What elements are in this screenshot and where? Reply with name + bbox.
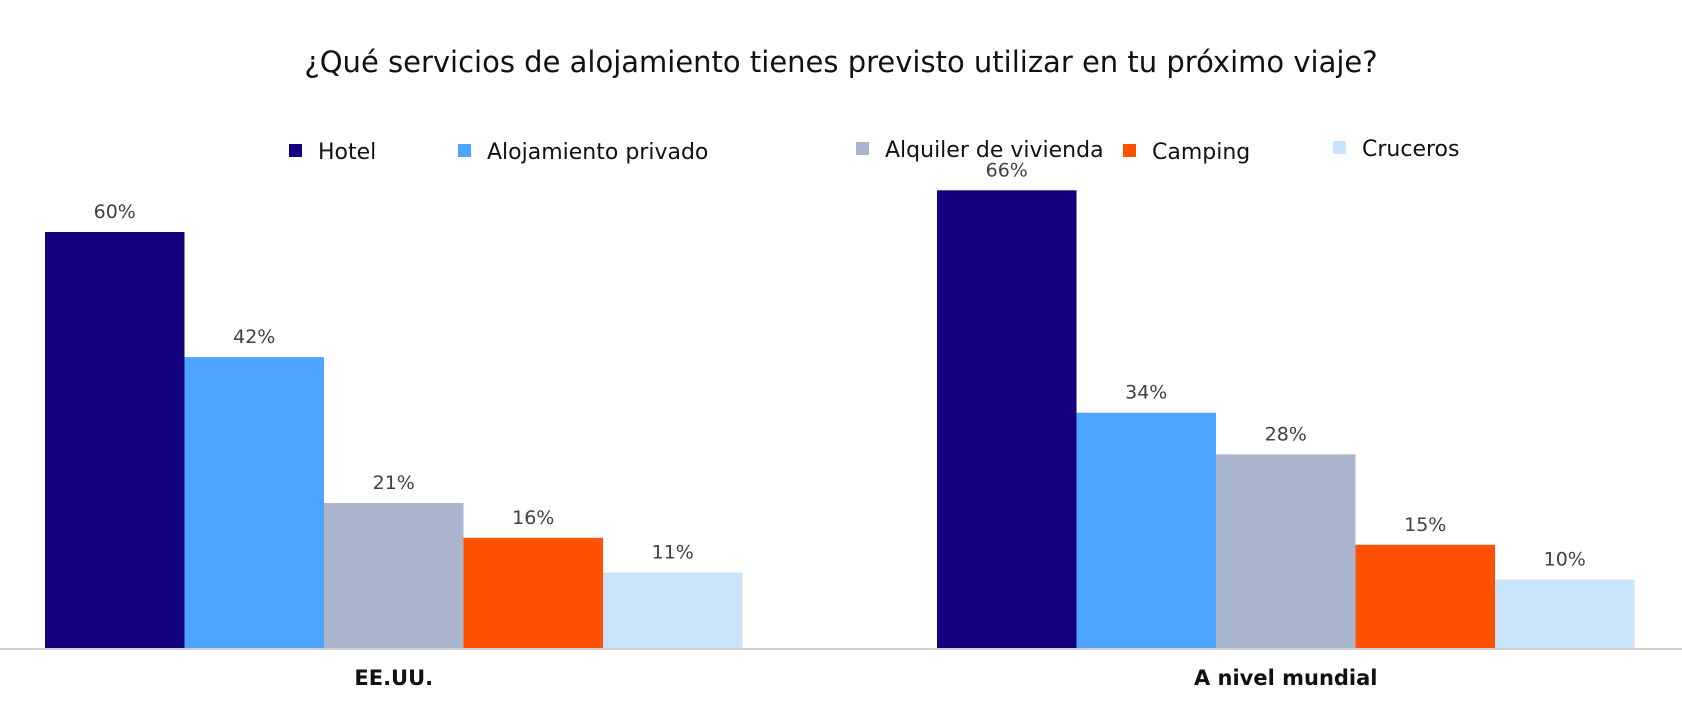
value-label: 60% xyxy=(94,201,136,223)
legend-label: Cruceros xyxy=(1362,137,1459,162)
legend-swatch xyxy=(856,142,869,155)
category-labels: EE.UU. A nivel mundial xyxy=(354,666,1377,690)
bars xyxy=(45,190,1635,650)
value-labels: 60% 42% 21% 16% 11% 66% 34% 28% 15% 10% xyxy=(94,159,1586,570)
value-label: 42% xyxy=(233,326,275,348)
value-label: 34% xyxy=(1125,382,1167,404)
legend-item: Alojamiento privado xyxy=(458,140,708,165)
category-label: A nivel mundial xyxy=(1194,666,1378,690)
legend-label: Hotel xyxy=(318,140,376,165)
bar xyxy=(603,572,743,649)
bar xyxy=(184,357,324,649)
legend-item: Camping xyxy=(1123,140,1250,165)
value-label: 28% xyxy=(1265,423,1307,445)
legend-swatch xyxy=(458,144,471,157)
category-label: EE.UU. xyxy=(354,666,433,690)
bar xyxy=(937,190,1077,650)
legend-label: Alojamiento privado xyxy=(487,140,708,165)
bar xyxy=(324,503,464,649)
value-label: 66% xyxy=(986,159,1028,181)
legend-label: Alquiler de vivienda xyxy=(885,138,1104,163)
legend-label: Camping xyxy=(1152,140,1250,165)
bar xyxy=(1355,544,1495,649)
value-label: 21% xyxy=(373,472,415,494)
legend-swatch xyxy=(1123,144,1136,157)
value-label: 16% xyxy=(512,507,554,529)
legend-swatch xyxy=(1333,141,1346,154)
bar xyxy=(1495,579,1635,649)
legend-swatch xyxy=(289,144,302,157)
value-label: 15% xyxy=(1404,514,1446,536)
value-label: 10% xyxy=(1544,549,1586,571)
legend-item: Cruceros xyxy=(1333,137,1459,162)
bar xyxy=(45,232,185,649)
legend-item: Hotel xyxy=(289,140,376,165)
legend-item: Alquiler de vivienda xyxy=(856,138,1104,163)
bar xyxy=(463,537,603,649)
chart-title: ¿Qué servicios de alojamiento tienes pre… xyxy=(304,45,1377,79)
value-label: 11% xyxy=(652,542,694,564)
legend: Hotel Alojamiento privado Alquiler de vivi… xyxy=(289,137,1459,165)
bar xyxy=(1076,412,1216,649)
bar xyxy=(1216,454,1356,649)
